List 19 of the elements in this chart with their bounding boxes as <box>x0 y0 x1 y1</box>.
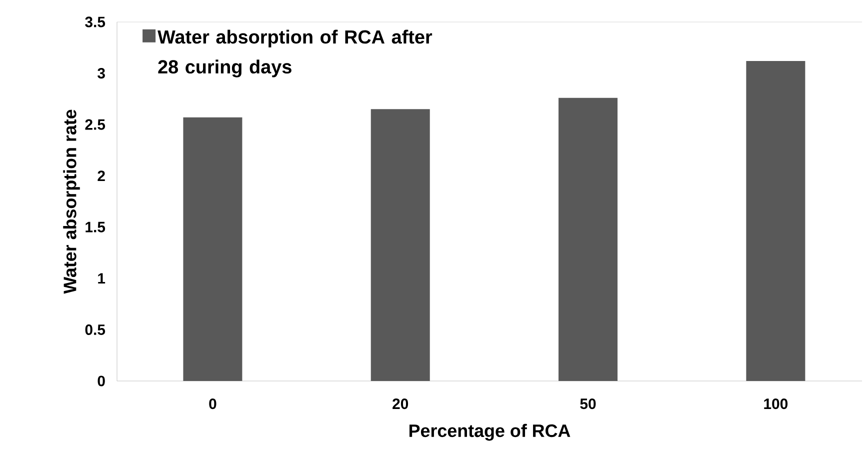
x-tick-label: 100 <box>764 398 788 410</box>
x-axis-title: Percentage of RCA <box>409 424 570 441</box>
legend-label: Water absorption of RCA after 28 curing days <box>158 30 432 78</box>
bar <box>183 117 242 381</box>
y-axis-title: Water absorption rate <box>63 110 80 294</box>
bar <box>746 60 806 381</box>
x-tick-label: 20 <box>392 398 408 410</box>
y-tick-label: 2.5 <box>85 119 106 130</box>
y-tick-label: 1.5 <box>86 222 106 232</box>
y-tick-label: 2 <box>98 170 105 182</box>
bar <box>558 98 618 381</box>
y-tick-label: 0 <box>98 376 105 386</box>
bar <box>370 109 430 381</box>
y-tick-label: 3.5 <box>85 16 106 28</box>
x-tick-label: 0 <box>209 398 216 410</box>
y-tick-label: 0.5 <box>85 324 106 335</box>
y-tick-label: 3 <box>98 68 105 79</box>
y-tick-label: 1 <box>98 273 106 284</box>
x-tick-label: 50 <box>580 398 596 410</box>
